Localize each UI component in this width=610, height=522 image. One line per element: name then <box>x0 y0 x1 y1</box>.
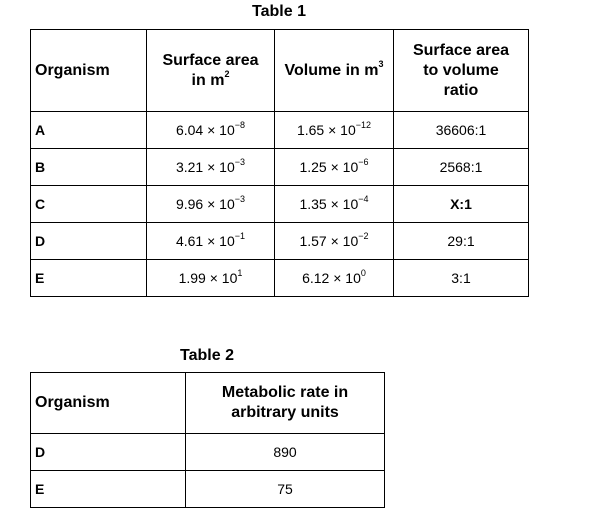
table-1: Organism Surface area in m2 Volume in m3… <box>30 29 529 297</box>
surface-area-cell: 6.04 × 10−8 <box>146 111 275 149</box>
organism-cell: B <box>30 148 147 186</box>
metabolic-rate-cell: 890 <box>185 433 385 471</box>
metabolic-rate-header: Metabolic rate in arbitrary units <box>185 372 385 434</box>
volume-unit-exponent: 3 <box>378 59 384 70</box>
volume-header: Volume in m3 <box>274 29 394 112</box>
organism-cell: A <box>30 111 147 149</box>
surface-area-unit-exponent: 2 <box>224 69 230 80</box>
surface-area-cell: 1.99 × 101 <box>146 259 275 297</box>
surface-area-header: Surface area in m2 <box>146 29 275 112</box>
volume-cell: 1.57 × 10−2 <box>274 222 394 260</box>
organism-header: Organism <box>30 29 147 112</box>
table1-caption: Table 1 <box>252 3 306 20</box>
ratio-header-line2: to volume <box>423 61 499 79</box>
metabolic-rate-cell: 75 <box>185 470 385 508</box>
table-row: E 75 <box>30 470 385 508</box>
organism-cell: E <box>30 259 147 297</box>
ratio-header-line1: Surface area <box>412 41 510 59</box>
ratio-cell: 2568:1 <box>393 148 529 186</box>
organism-cell: E <box>30 470 186 508</box>
metabolic-rate-header-line2: arbitrary units <box>231 404 339 421</box>
ratio-cell: 29:1 <box>393 222 529 260</box>
volume-cell: 6.12 × 100 <box>274 259 394 297</box>
ratio-cell: 3:1 <box>393 259 529 297</box>
table1-header-row: Organism Surface area in m2 Volume in m3… <box>30 29 529 112</box>
volume-cell: 1.35 × 10−4 <box>274 185 394 223</box>
table2-caption: Table 2 <box>180 347 234 364</box>
organism-header: Organism <box>30 372 186 434</box>
table-row: C 9.96 × 10−3 1.35 × 10−4 X:1 <box>30 185 529 223</box>
surface-area-header-line1: Surface area <box>162 51 259 69</box>
surface-area-header-line2: in m <box>191 71 225 89</box>
table-row: B 3.21 × 10−3 1.25 × 10−6 2568:1 <box>30 148 529 186</box>
surface-area-cell: 9.96 × 10−3 <box>146 185 275 223</box>
volume-cell: 1.65 × 10−12 <box>274 111 394 149</box>
table-row: D 890 <box>30 433 385 471</box>
organism-cell: D <box>30 222 147 260</box>
metabolic-rate-header-line1: Metabolic rate in <box>221 384 349 401</box>
table-row: E 1.99 × 101 6.12 × 100 3:1 <box>30 259 529 297</box>
table-2: Organism Metabolic rate in arbitrary uni… <box>30 372 385 508</box>
organism-cell: D <box>30 433 186 471</box>
organism-cell: C <box>30 185 147 223</box>
surface-area-cell: 4.61 × 10−1 <box>146 222 275 260</box>
volume-cell: 1.25 × 10−6 <box>274 148 394 186</box>
surface-area-cell: 3.21 × 10−3 <box>146 148 275 186</box>
table-row: D 4.61 × 10−1 1.57 × 10−2 29:1 <box>30 222 529 260</box>
table2-header-row: Organism Metabolic rate in arbitrary uni… <box>30 372 385 434</box>
ratio-cell: X:1 <box>393 185 529 223</box>
ratio-cell: 36606:1 <box>393 111 529 149</box>
ratio-header-line3: ratio <box>443 81 479 99</box>
ratio-header: Surface area to volume ratio <box>393 29 529 112</box>
table-row: A 6.04 × 10−8 1.65 × 10−12 36606:1 <box>30 111 529 149</box>
volume-header-text: Volume in m <box>284 61 379 79</box>
